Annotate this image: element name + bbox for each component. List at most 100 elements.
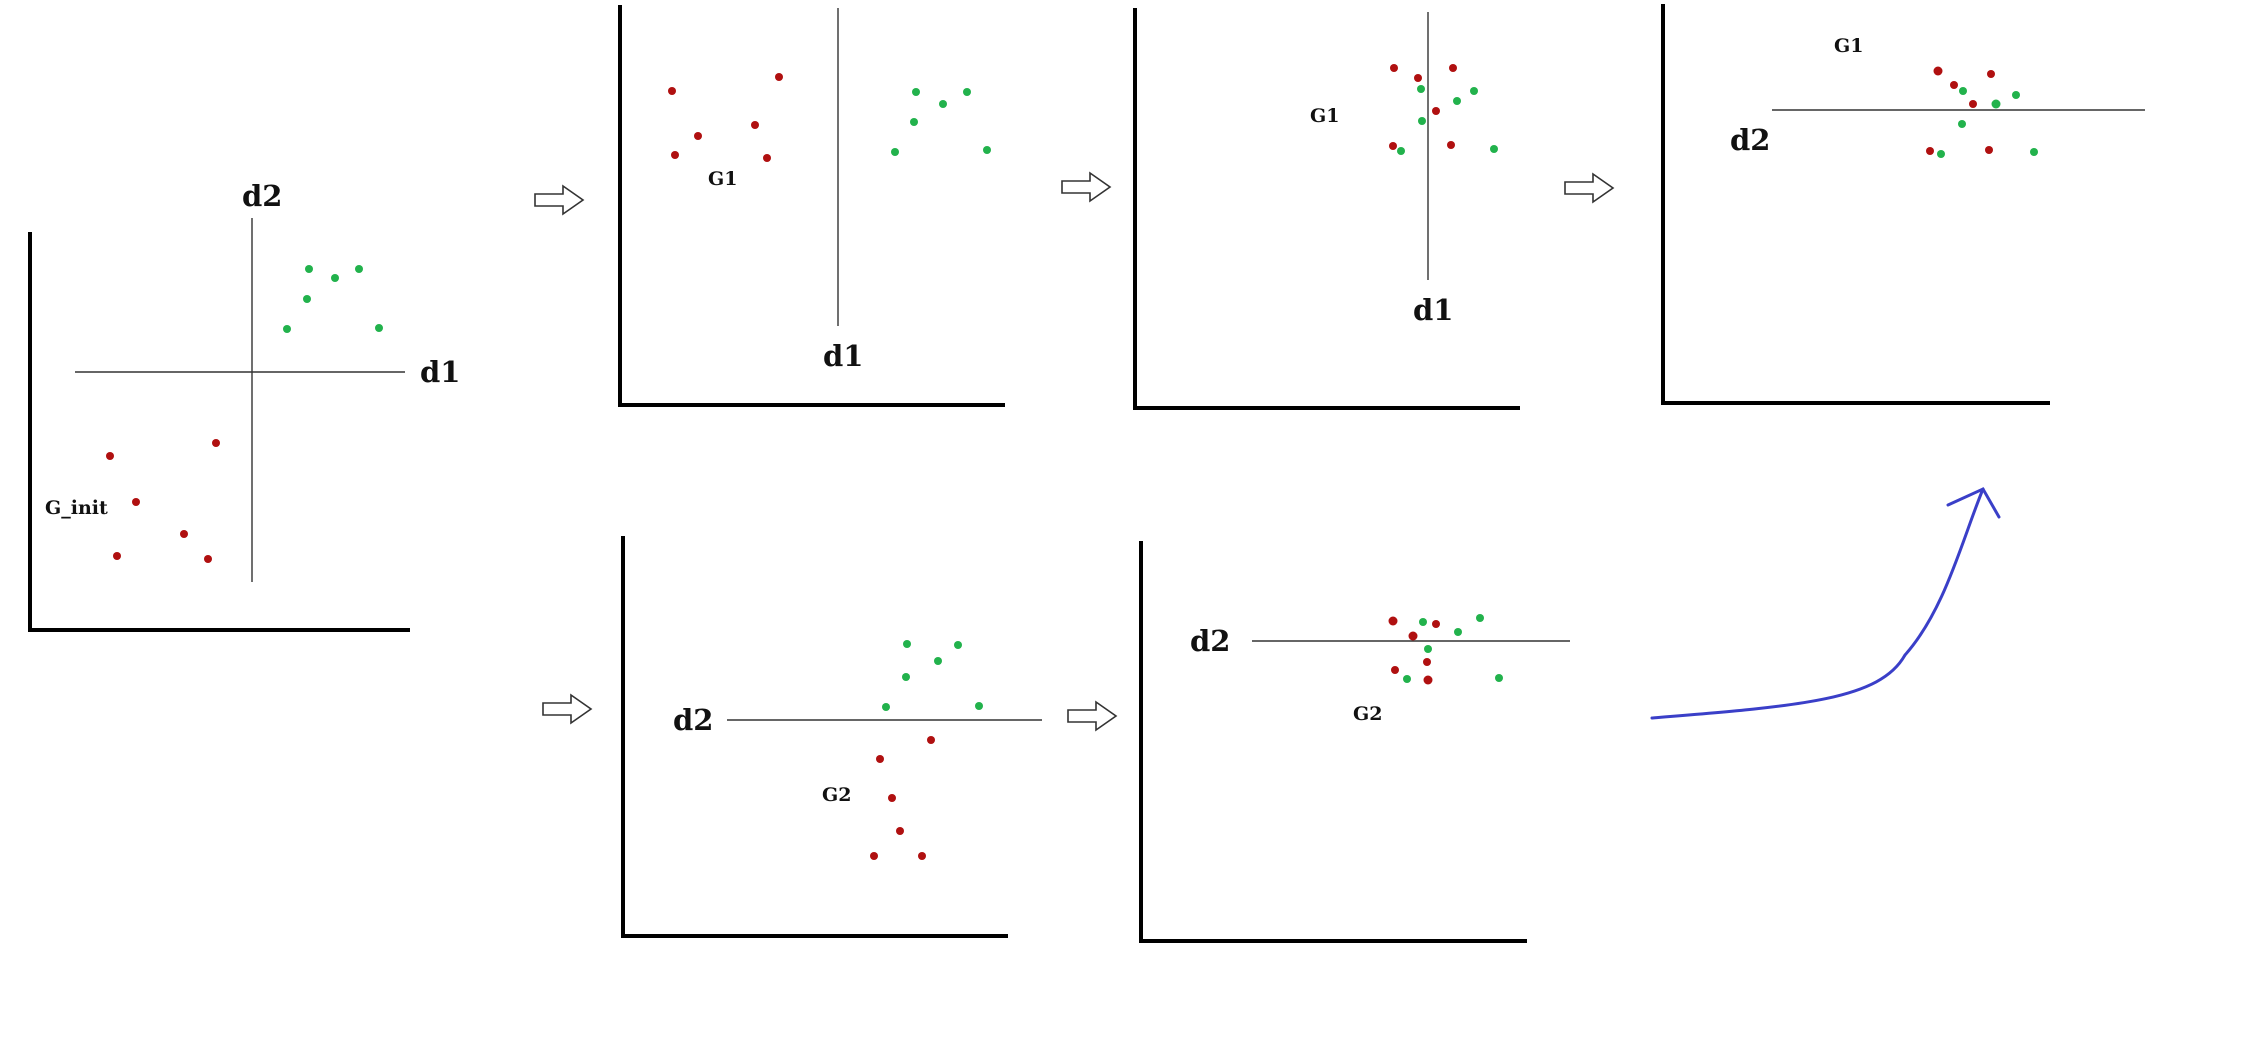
class-b-points — [1403, 614, 1503, 683]
point — [876, 755, 884, 763]
point — [903, 640, 911, 648]
group-label: G1 — [708, 168, 737, 190]
point — [212, 439, 220, 447]
point — [671, 151, 679, 159]
point — [751, 121, 759, 129]
panel-frame — [1661, 4, 2050, 405]
point — [963, 88, 971, 96]
point — [882, 703, 890, 711]
point — [983, 146, 991, 154]
d2-axis-label: d2 — [673, 703, 713, 737]
point — [1414, 74, 1422, 82]
curved-arrow-icon — [1650, 487, 1985, 720]
class-a-points — [668, 73, 783, 162]
panel-top-4: d2 G1 — [1661, 4, 2145, 405]
point — [910, 118, 918, 126]
point — [891, 148, 899, 156]
point — [975, 702, 983, 710]
point — [106, 452, 114, 460]
point — [113, 552, 121, 560]
d2-axis-label: d2 — [242, 179, 282, 213]
point — [1937, 150, 1945, 158]
class-b-points — [891, 88, 991, 156]
point — [1490, 145, 1498, 153]
point — [303, 295, 311, 303]
panel-frame — [621, 536, 1008, 938]
point — [305, 265, 313, 273]
point — [939, 100, 947, 108]
point — [870, 852, 878, 860]
point — [1476, 614, 1484, 622]
hollow-arrow-icon — [1061, 171, 1112, 203]
point — [132, 498, 140, 506]
panel-top-3: d1 G1 — [1133, 8, 1520, 410]
d2-axis-label: d2 — [1730, 123, 1770, 157]
class-b-points — [882, 640, 983, 711]
point — [1424, 645, 1432, 653]
point — [888, 794, 896, 802]
point — [355, 265, 363, 273]
point — [204, 555, 212, 563]
point — [1926, 147, 1934, 155]
point — [1991, 99, 2001, 109]
hollow-arrow-icon — [1564, 172, 1615, 204]
panel-top-2: d1 G1 — [618, 5, 1005, 407]
point — [1985, 146, 1993, 154]
point — [1408, 631, 1418, 641]
point — [912, 88, 920, 96]
point — [1959, 87, 1967, 95]
panel-bottom-3: d2 G2 — [1139, 541, 1570, 943]
transition-arrows — [534, 171, 1615, 732]
point — [1390, 64, 1398, 72]
point — [1397, 147, 1405, 155]
d1-axis-label: d1 — [823, 339, 863, 373]
point — [1418, 117, 1426, 125]
hollow-arrow-icon — [542, 693, 593, 725]
point — [1423, 675, 1433, 685]
group-label: G2 — [822, 784, 851, 806]
panel-frame — [618, 5, 1005, 407]
d1-axis-label: d1 — [1413, 293, 1453, 327]
class-b-points — [283, 265, 383, 333]
point — [763, 154, 771, 162]
point — [918, 852, 926, 860]
point — [180, 530, 188, 538]
point — [1470, 87, 1478, 95]
point — [1453, 97, 1461, 105]
class-b-points — [1397, 85, 1498, 155]
class-b-points — [1937, 87, 2038, 158]
hollow-arrow-icon — [1067, 700, 1118, 732]
class-a-points — [106, 439, 220, 563]
group-label: G_init — [45, 497, 108, 519]
point — [1447, 141, 1455, 149]
point — [375, 324, 383, 332]
point — [668, 87, 676, 95]
point — [896, 827, 904, 835]
class-a-points — [1389, 64, 1457, 150]
point — [694, 132, 702, 140]
group-label: G1 — [1834, 35, 1863, 57]
point — [1419, 618, 1427, 626]
point — [1969, 100, 1977, 108]
point — [1388, 616, 1398, 626]
point — [1950, 81, 1958, 89]
point — [902, 673, 910, 681]
class-a-points — [1388, 616, 1440, 685]
point — [1403, 675, 1411, 683]
hollow-arrow-icon — [534, 184, 585, 216]
point — [954, 641, 962, 649]
point — [1454, 628, 1462, 636]
point — [927, 736, 935, 744]
point — [1423, 658, 1431, 666]
panel-frame — [1133, 8, 1520, 410]
point — [1958, 120, 1966, 128]
point — [1389, 142, 1397, 150]
panel-frame — [28, 232, 410, 632]
panel-initial: d2 d1 G_init — [28, 179, 460, 632]
point — [1449, 64, 1457, 72]
point — [283, 325, 291, 333]
point — [331, 274, 339, 282]
point — [1432, 620, 1440, 628]
point — [1432, 107, 1440, 115]
